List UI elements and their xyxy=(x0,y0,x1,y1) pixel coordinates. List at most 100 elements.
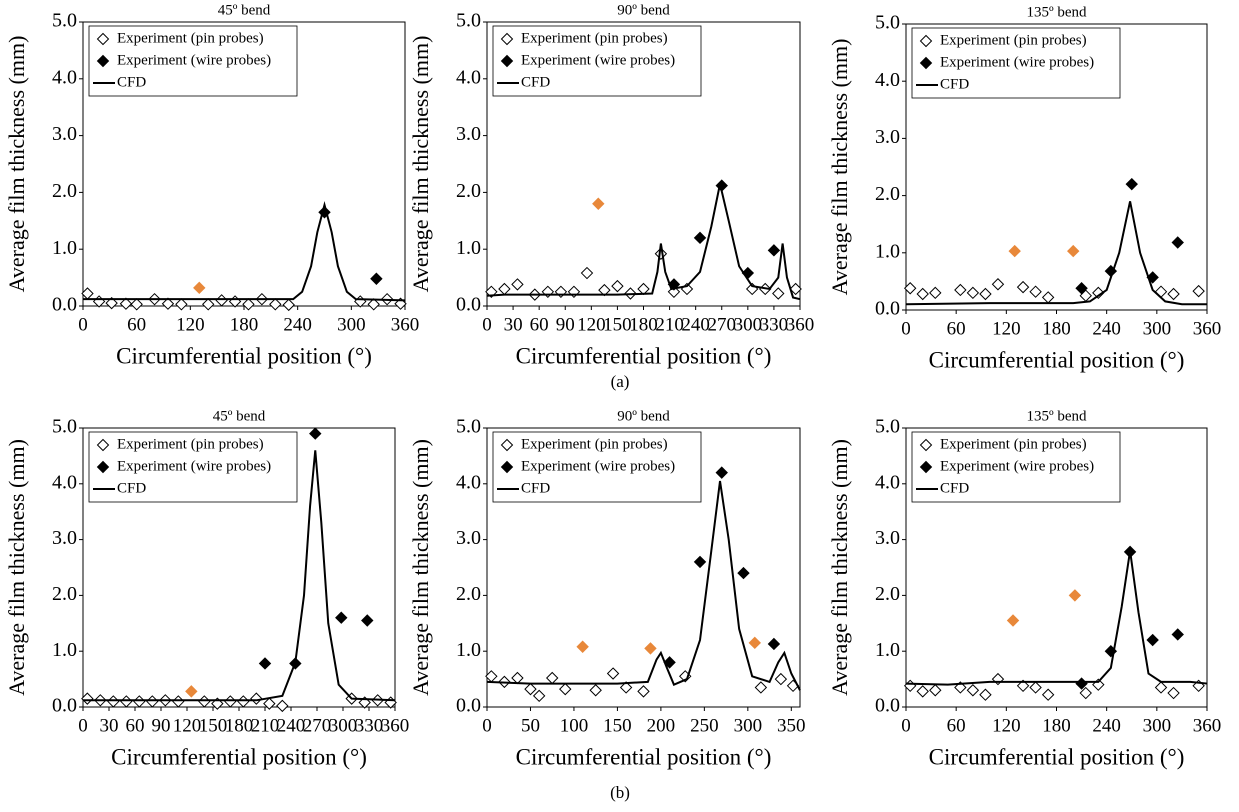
pin-probe-point xyxy=(146,695,159,708)
wire-probe-point xyxy=(693,555,707,569)
y-tick-label: 5.0 xyxy=(456,10,481,32)
wire-probe-point xyxy=(1146,271,1159,284)
panel-title: 90º bend xyxy=(617,408,670,424)
wire-probe-point xyxy=(767,244,781,257)
pin-probe-point xyxy=(541,285,555,299)
wire-probe-point xyxy=(335,611,348,624)
wire-probe-point xyxy=(592,197,605,210)
x-tick-label: 240 xyxy=(681,314,710,335)
x-tick-label: 330 xyxy=(355,715,384,736)
x-tick-label: 60 xyxy=(126,715,145,736)
cfd-line xyxy=(905,550,1208,686)
x-tick-label: 360 xyxy=(1193,318,1222,339)
pin-probe-point xyxy=(916,287,929,301)
x-tick-label: 60 xyxy=(530,314,549,335)
y-axis-label: Average film thickness (mm) xyxy=(408,36,433,293)
wire-probe-point xyxy=(1067,244,1080,258)
legend-label: CFD xyxy=(940,480,969,496)
x-tick-label: 100 xyxy=(560,715,589,736)
panel: 135º bend 0.0 1.0 2.0 3.0 4.0 5.0 0 60 120 180 240 3… xyxy=(827,4,1221,372)
pin-probe-point xyxy=(511,671,524,685)
legend-label: Experiment (wire probes) xyxy=(117,458,271,474)
x-axis-label: Circumferential position (°) xyxy=(929,347,1185,372)
y-tick-label: 2.0 xyxy=(875,583,900,605)
pin-probe-point xyxy=(172,695,185,708)
wire-probe-point xyxy=(644,642,657,655)
panel: 45º bend 0.0 1.0 2.0 3.0 4.0 5.0 0 30 60 90 1201501… xyxy=(4,408,409,769)
x-tick-label: 60 xyxy=(947,715,966,736)
panel-title: 45º bend xyxy=(213,408,266,424)
x-tick-label: 270 xyxy=(303,715,332,736)
pin-probe-point xyxy=(105,296,118,310)
x-tick-label: 90 xyxy=(152,715,171,736)
legend-swatch xyxy=(96,32,110,46)
x-tick-label: 0 xyxy=(482,715,492,736)
y-tick-label: 1.0 xyxy=(456,639,481,661)
legend-swatch xyxy=(500,32,514,46)
pin-probe-point xyxy=(119,297,133,310)
wire-probe-point xyxy=(737,566,750,580)
x-axis-label: Circumferential position (°) xyxy=(516,343,772,368)
legend-box xyxy=(911,27,1121,99)
legend-label: CFD xyxy=(117,74,146,90)
y-tick-label: 0.0 xyxy=(875,695,900,717)
x-tick-label: 60 xyxy=(947,318,966,339)
pin-probe-point xyxy=(774,672,788,686)
y-tick-label: 3.0 xyxy=(875,527,900,549)
pin-probe-point xyxy=(215,294,228,307)
cfd-line xyxy=(486,183,801,301)
pin-probe-point xyxy=(954,681,967,694)
pin-probe-point xyxy=(1016,280,1030,294)
x-tick-label: 150 xyxy=(603,715,632,736)
y-tick-label: 5.0 xyxy=(456,416,481,438)
legend-swatch xyxy=(919,56,933,70)
y-tick-label: 4.0 xyxy=(875,69,900,91)
y-axis-label: Average film thickness (mm) xyxy=(408,439,433,696)
y-axis-label: Average film thickness (mm) xyxy=(4,36,29,293)
x-tick-label: 150 xyxy=(603,314,632,335)
legend-label: CFD xyxy=(940,76,969,92)
legend-swatch xyxy=(96,438,110,452)
legend-box xyxy=(88,25,298,97)
pin-probe-point xyxy=(589,684,602,697)
x-tick-label: 350 xyxy=(777,715,806,736)
x-tick-label: 210 xyxy=(251,715,280,736)
y-tick-label: 1.0 xyxy=(456,237,481,259)
y-axis-label: Average film thickness (mm) xyxy=(4,439,29,696)
y-tick-label: 5.0 xyxy=(52,416,77,438)
x-tick-label: 180 xyxy=(629,314,658,335)
pin-probe-point xyxy=(532,689,546,703)
pin-probe-point xyxy=(498,282,511,296)
wire-probe-point xyxy=(1068,589,1082,602)
pin-probe-point xyxy=(120,695,133,708)
wire-probe-point xyxy=(576,640,589,653)
pin-probe-point xyxy=(1192,284,1205,298)
x-tick-label: 240 xyxy=(277,715,306,736)
pin-probe-point xyxy=(202,298,215,311)
y-tick-label: 0.0 xyxy=(875,298,900,320)
x-tick-label: 360 xyxy=(381,715,410,736)
x-tick-label: 240 xyxy=(1092,318,1121,339)
x-tick-label: 240 xyxy=(1092,715,1121,736)
pin-probe-point xyxy=(1016,679,1030,693)
cfd-line xyxy=(905,201,1207,306)
x-tick-label: 30 xyxy=(504,314,523,335)
pin-probe-point xyxy=(754,681,768,694)
legend-box xyxy=(492,431,702,503)
pin-probe-point xyxy=(263,697,276,710)
wire-probe-point xyxy=(663,656,676,669)
pin-probe-point xyxy=(619,681,633,694)
pin-probe-point xyxy=(269,298,282,311)
x-tick-label: 0 xyxy=(482,314,492,335)
legend-swatch xyxy=(96,460,110,474)
wire-probe-point xyxy=(1008,244,1021,258)
pin-probe-point xyxy=(611,279,624,293)
wire-probe-point xyxy=(1125,177,1138,191)
wire-probe-point xyxy=(193,281,206,295)
y-tick-label: 3.0 xyxy=(456,123,481,145)
x-tick-label: 180 xyxy=(1042,318,1071,339)
x-tick-label: 180 xyxy=(230,314,259,335)
pin-probe-point xyxy=(979,688,992,701)
legend-box xyxy=(492,25,702,97)
